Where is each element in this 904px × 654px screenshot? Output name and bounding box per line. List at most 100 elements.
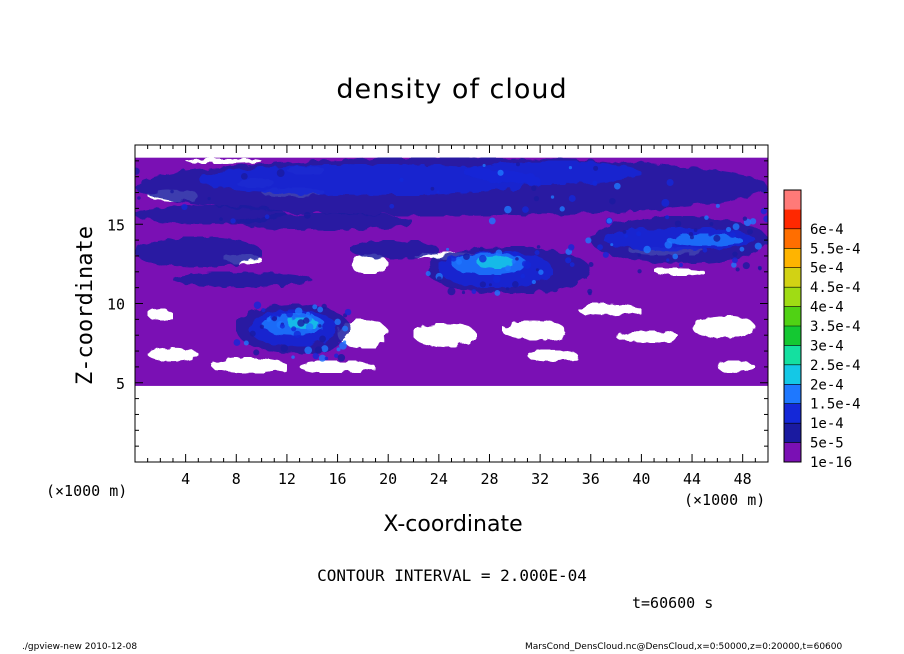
density-speck <box>135 167 140 175</box>
density-speck <box>568 194 576 202</box>
colorbar-swatch <box>784 209 801 229</box>
clear-gap <box>210 357 287 374</box>
density-speck <box>482 163 486 167</box>
clear-gap <box>147 347 199 362</box>
colorbar-label: 2e-4 <box>810 377 844 393</box>
x-tick-label: 8 <box>232 470 241 488</box>
density-speck <box>588 261 594 267</box>
density-speck <box>565 257 572 264</box>
density-speck <box>609 197 616 205</box>
x-tick-label: 32 <box>531 470 549 488</box>
clear-gap <box>502 320 566 341</box>
density-speck <box>511 259 516 264</box>
colorbar-label: 5.5e-4 <box>810 241 861 257</box>
density-speck <box>291 355 295 359</box>
density-speck <box>533 196 540 202</box>
density-speck <box>253 301 262 309</box>
density-speck <box>521 260 529 267</box>
plot-area <box>135 157 768 386</box>
density-speck <box>732 251 738 257</box>
x-tick-label: 16 <box>329 470 347 488</box>
colorbar-label: 4e-4 <box>810 300 844 316</box>
y-tick-label: 5 <box>116 375 125 393</box>
density-speck <box>259 324 265 329</box>
density-speck <box>534 250 540 256</box>
x-axis-label-text: X-coordinate <box>383 512 523 537</box>
x-tick-label: 12 <box>278 470 296 488</box>
density-speck <box>512 281 519 288</box>
x-axis-label: X-coordinate <box>0 512 904 537</box>
density-speck <box>456 258 462 265</box>
density-speck <box>436 276 442 282</box>
density-speck <box>488 283 492 287</box>
density-speck <box>674 220 682 227</box>
density-band <box>236 213 414 231</box>
colorbar-swatch <box>784 345 801 365</box>
colorbar-label: 2.5e-4 <box>810 358 861 374</box>
density-speck <box>614 182 621 190</box>
density-speck <box>504 205 512 214</box>
colorbar-label: 5e-5 <box>810 436 844 452</box>
density-speck <box>450 256 457 262</box>
x-tick-label: 20 <box>379 470 397 488</box>
colorbar-swatch <box>784 423 801 443</box>
clear-gap <box>527 349 579 362</box>
colorbar-swatch <box>784 267 801 288</box>
density-speck <box>436 190 440 194</box>
clear-gap <box>692 315 756 340</box>
density-speck <box>742 262 750 270</box>
density-speck <box>516 162 520 167</box>
footer-left: ./gpview-new 2010-12-08 <box>22 642 138 652</box>
density-speck <box>637 269 642 274</box>
clear-gap <box>337 318 389 349</box>
x-axis: 4 8 12 16 20 24 28 32 36 40 44 48 <box>147 145 756 488</box>
colorbar-label: 1.5e-4 <box>810 397 861 413</box>
density-speck <box>479 254 487 263</box>
density-speck <box>713 234 721 242</box>
density-speck <box>294 307 303 316</box>
density-speck <box>622 229 627 234</box>
density-speck <box>446 247 450 251</box>
density-speck <box>494 290 501 296</box>
density-speck <box>715 203 720 208</box>
x-tick-label: 4 <box>181 470 190 488</box>
colorbar: 1e-16 5e-5 1e-4 1.5e-4 2e-4 2.5e-4 3e-4 3.5e-4 4… <box>783 189 861 471</box>
density-speck <box>588 291 592 296</box>
density-speck <box>678 262 683 268</box>
colorbar-label: 4.5e-4 <box>810 280 861 296</box>
density-speck <box>461 290 466 295</box>
chart-title: density of cloud <box>336 74 568 105</box>
density-speck <box>286 310 293 318</box>
density-speck <box>170 189 174 194</box>
density-speck <box>249 330 256 337</box>
density-speck <box>334 318 341 326</box>
density-speck <box>318 324 322 328</box>
density-speck <box>342 325 349 332</box>
clear-gap <box>299 360 376 373</box>
density-speck <box>271 316 278 322</box>
density-speck <box>515 257 519 261</box>
contour-interval: CONTOUR INTERVAL = 2.000E-04 <box>317 566 587 585</box>
density-speck <box>303 211 311 219</box>
density-speck <box>742 216 748 221</box>
density-speck <box>336 347 341 352</box>
colorbar-label: 1e-16 <box>810 455 852 471</box>
y-axis: 5 10 15 <box>107 160 768 447</box>
density-speck <box>305 311 311 316</box>
density-speck <box>531 279 537 285</box>
colorbar-swatch <box>784 228 801 249</box>
density-speck <box>666 178 674 187</box>
density-speck <box>389 203 395 209</box>
density-speck <box>749 218 757 225</box>
density-speck <box>585 237 592 244</box>
density-speck <box>337 354 346 362</box>
density-speck <box>732 223 740 231</box>
density-speck <box>511 251 518 257</box>
density-speck <box>312 304 318 310</box>
x-tick-label: 24 <box>430 470 448 488</box>
x-tick-label: 48 <box>734 470 752 488</box>
density-speck <box>324 356 329 361</box>
density-speck <box>732 257 738 264</box>
clear-gap <box>717 360 756 373</box>
colorbar-swatch <box>784 287 801 307</box>
